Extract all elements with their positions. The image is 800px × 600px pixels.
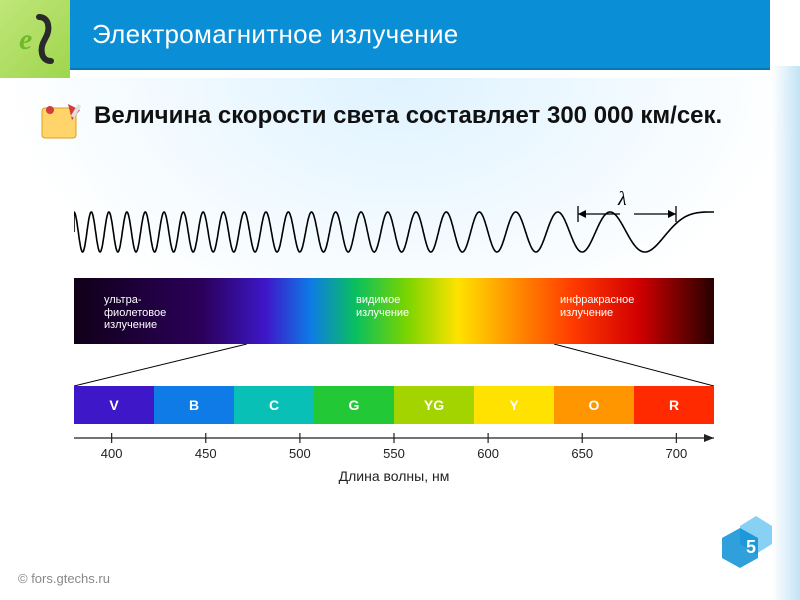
- spectrum-label: ультра- фиолетовое излучение: [104, 294, 166, 332]
- axis-tick-label: 450: [195, 446, 217, 461]
- color-block: B: [154, 386, 234, 424]
- bullet-row: Величина скорости света составляет 300 0…: [38, 100, 758, 144]
- axis-title: Длина волны, нм: [339, 468, 450, 484]
- lambda-arrows: [572, 204, 682, 224]
- axis-tick-label: 650: [571, 446, 593, 461]
- color-block: R: [634, 386, 714, 424]
- color-block: G: [314, 386, 394, 424]
- bullet-text: Величина скорости света составляет 300 0…: [94, 100, 722, 132]
- wavelength-axis: 400 450 500 550 600 650 700 Длина волны, нм: [74, 430, 714, 486]
- color-block: C: [234, 386, 314, 424]
- color-blocks-row: VBCGYGYOR: [74, 386, 714, 424]
- logo-block: e: [0, 0, 70, 78]
- axis-tick-label: 500: [289, 446, 311, 461]
- note-icon: [38, 100, 82, 144]
- footer-copyright: © fors.gtechs.ru: [18, 571, 110, 586]
- axis-tick-label: 700: [665, 446, 687, 461]
- svg-text:e: e: [19, 23, 32, 56]
- visible-band-fan: [74, 344, 714, 386]
- axis-tick-label: 600: [477, 446, 499, 461]
- axis-tick-label: 400: [101, 446, 123, 461]
- title-bar: Электромагнитное излучение: [70, 0, 770, 70]
- color-block: Y: [474, 386, 554, 424]
- page-number: 5: [746, 537, 756, 558]
- color-block: V: [74, 386, 154, 424]
- spectrum-label: видимое излучение: [356, 294, 409, 319]
- color-block: O: [554, 386, 634, 424]
- color-block: YG: [394, 386, 474, 424]
- axis-tick-label: 550: [383, 446, 405, 461]
- page-title: Электромагнитное излучение: [92, 19, 459, 50]
- spectrum-label: инфракрасное излучение: [560, 294, 634, 319]
- logo-icon: e: [13, 11, 57, 67]
